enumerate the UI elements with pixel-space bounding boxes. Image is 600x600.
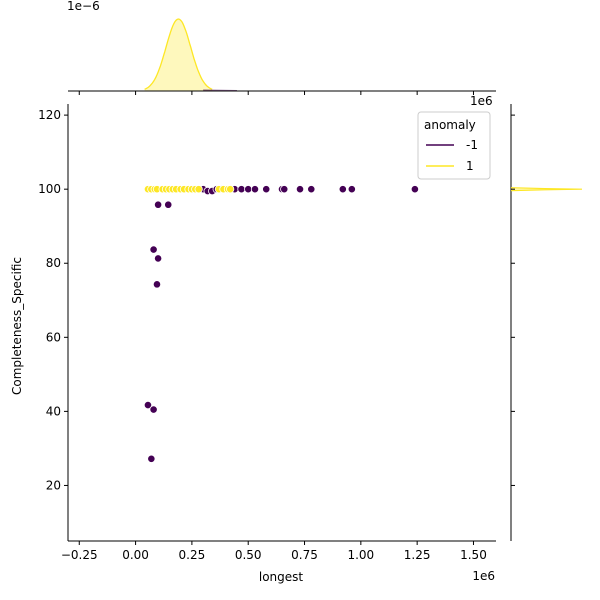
y-tick-label: 60	[46, 330, 61, 344]
x-axis-ticks: −0.25 0.00 0.25 0.50 0.75 1.00 1.25 1.50	[61, 541, 487, 562]
right-marginal-kde-line	[510, 187, 583, 192]
scatter-point-anomaly	[164, 200, 173, 209]
scatter-plot-area: −0.25 0.00 0.25 0.50 0.75 1.00 1.25 1.50 20 40 60…	[10, 104, 496, 584]
scatter-point-anomaly	[237, 185, 246, 194]
x-tick-label: 0.00	[122, 548, 149, 562]
legend: anomaly -1 1	[417, 111, 491, 180]
right-marginal-kde: 1e6	[470, 94, 583, 541]
scatter-point-anomaly	[147, 454, 156, 463]
scatter-point-anomaly	[244, 185, 253, 194]
x-tick-label: 1.25	[404, 548, 431, 562]
y-tick-label: 120	[38, 108, 61, 122]
top-marginal-offset-label: 1e−6	[67, 0, 100, 13]
scatter-point-anomaly	[262, 185, 271, 194]
scatter-point-anomaly	[143, 400, 153, 410]
y-tick-label: 100	[38, 182, 61, 196]
y-tick-label: 40	[46, 404, 61, 418]
scatter-point-anomaly	[410, 185, 420, 194]
y-tick-label: 20	[46, 478, 61, 492]
scatter-point-normal	[226, 185, 235, 194]
legend-title: anomaly	[424, 118, 476, 132]
x-axis-label: longest	[259, 570, 304, 584]
x-tick-label: 1.00	[347, 548, 374, 562]
legend-entry-label: 1	[466, 159, 474, 173]
x-tick-label: 0.25	[179, 548, 206, 562]
y-tick-label: 80	[46, 256, 61, 270]
legend-entry-label: -1	[466, 138, 478, 152]
x-tick-label: −0.25	[61, 548, 98, 562]
legend-entries: -1 1	[426, 138, 478, 173]
scatter-point-anomaly	[154, 200, 163, 209]
top-marginal-ticks	[78, 91, 474, 95]
scatter-point-anomaly	[152, 280, 162, 289]
top-marginal-kde: 1e−6	[67, 0, 496, 95]
scatter-point-normal	[194, 185, 203, 194]
y-axis-ticks: 20 40 60 80 100 120	[38, 108, 68, 492]
right-marginal-ticks	[511, 114, 515, 486]
scatter-points	[143, 185, 420, 463]
top-marginal-kde-tail	[203, 89, 237, 91]
x-tick-label: 0.50	[235, 548, 262, 562]
top-marginal-kde-fill	[144, 19, 213, 91]
top-marginal-kde-line	[144, 18, 213, 90]
x-tick-label: 0.75	[291, 548, 318, 562]
scatter-point-anomaly	[338, 185, 347, 194]
x-axis-offset-label: 1e6	[472, 569, 495, 583]
scatter-point-anomaly	[295, 185, 305, 194]
scatter-point-anomaly	[307, 185, 316, 194]
right-marginal-offset-label: 1e6	[470, 94, 493, 108]
scatter-point-anomaly	[280, 185, 289, 194]
y-axis-label: Completeness_Specific	[10, 257, 24, 395]
x-tick-label: 1.50	[460, 548, 487, 562]
scatter-point-anomaly	[154, 254, 163, 263]
scatter-point-anomaly	[250, 185, 260, 194]
scatter-point-anomaly	[149, 405, 158, 414]
scatter-point-anomaly	[347, 185, 356, 194]
scatter-point-anomaly	[149, 245, 158, 254]
